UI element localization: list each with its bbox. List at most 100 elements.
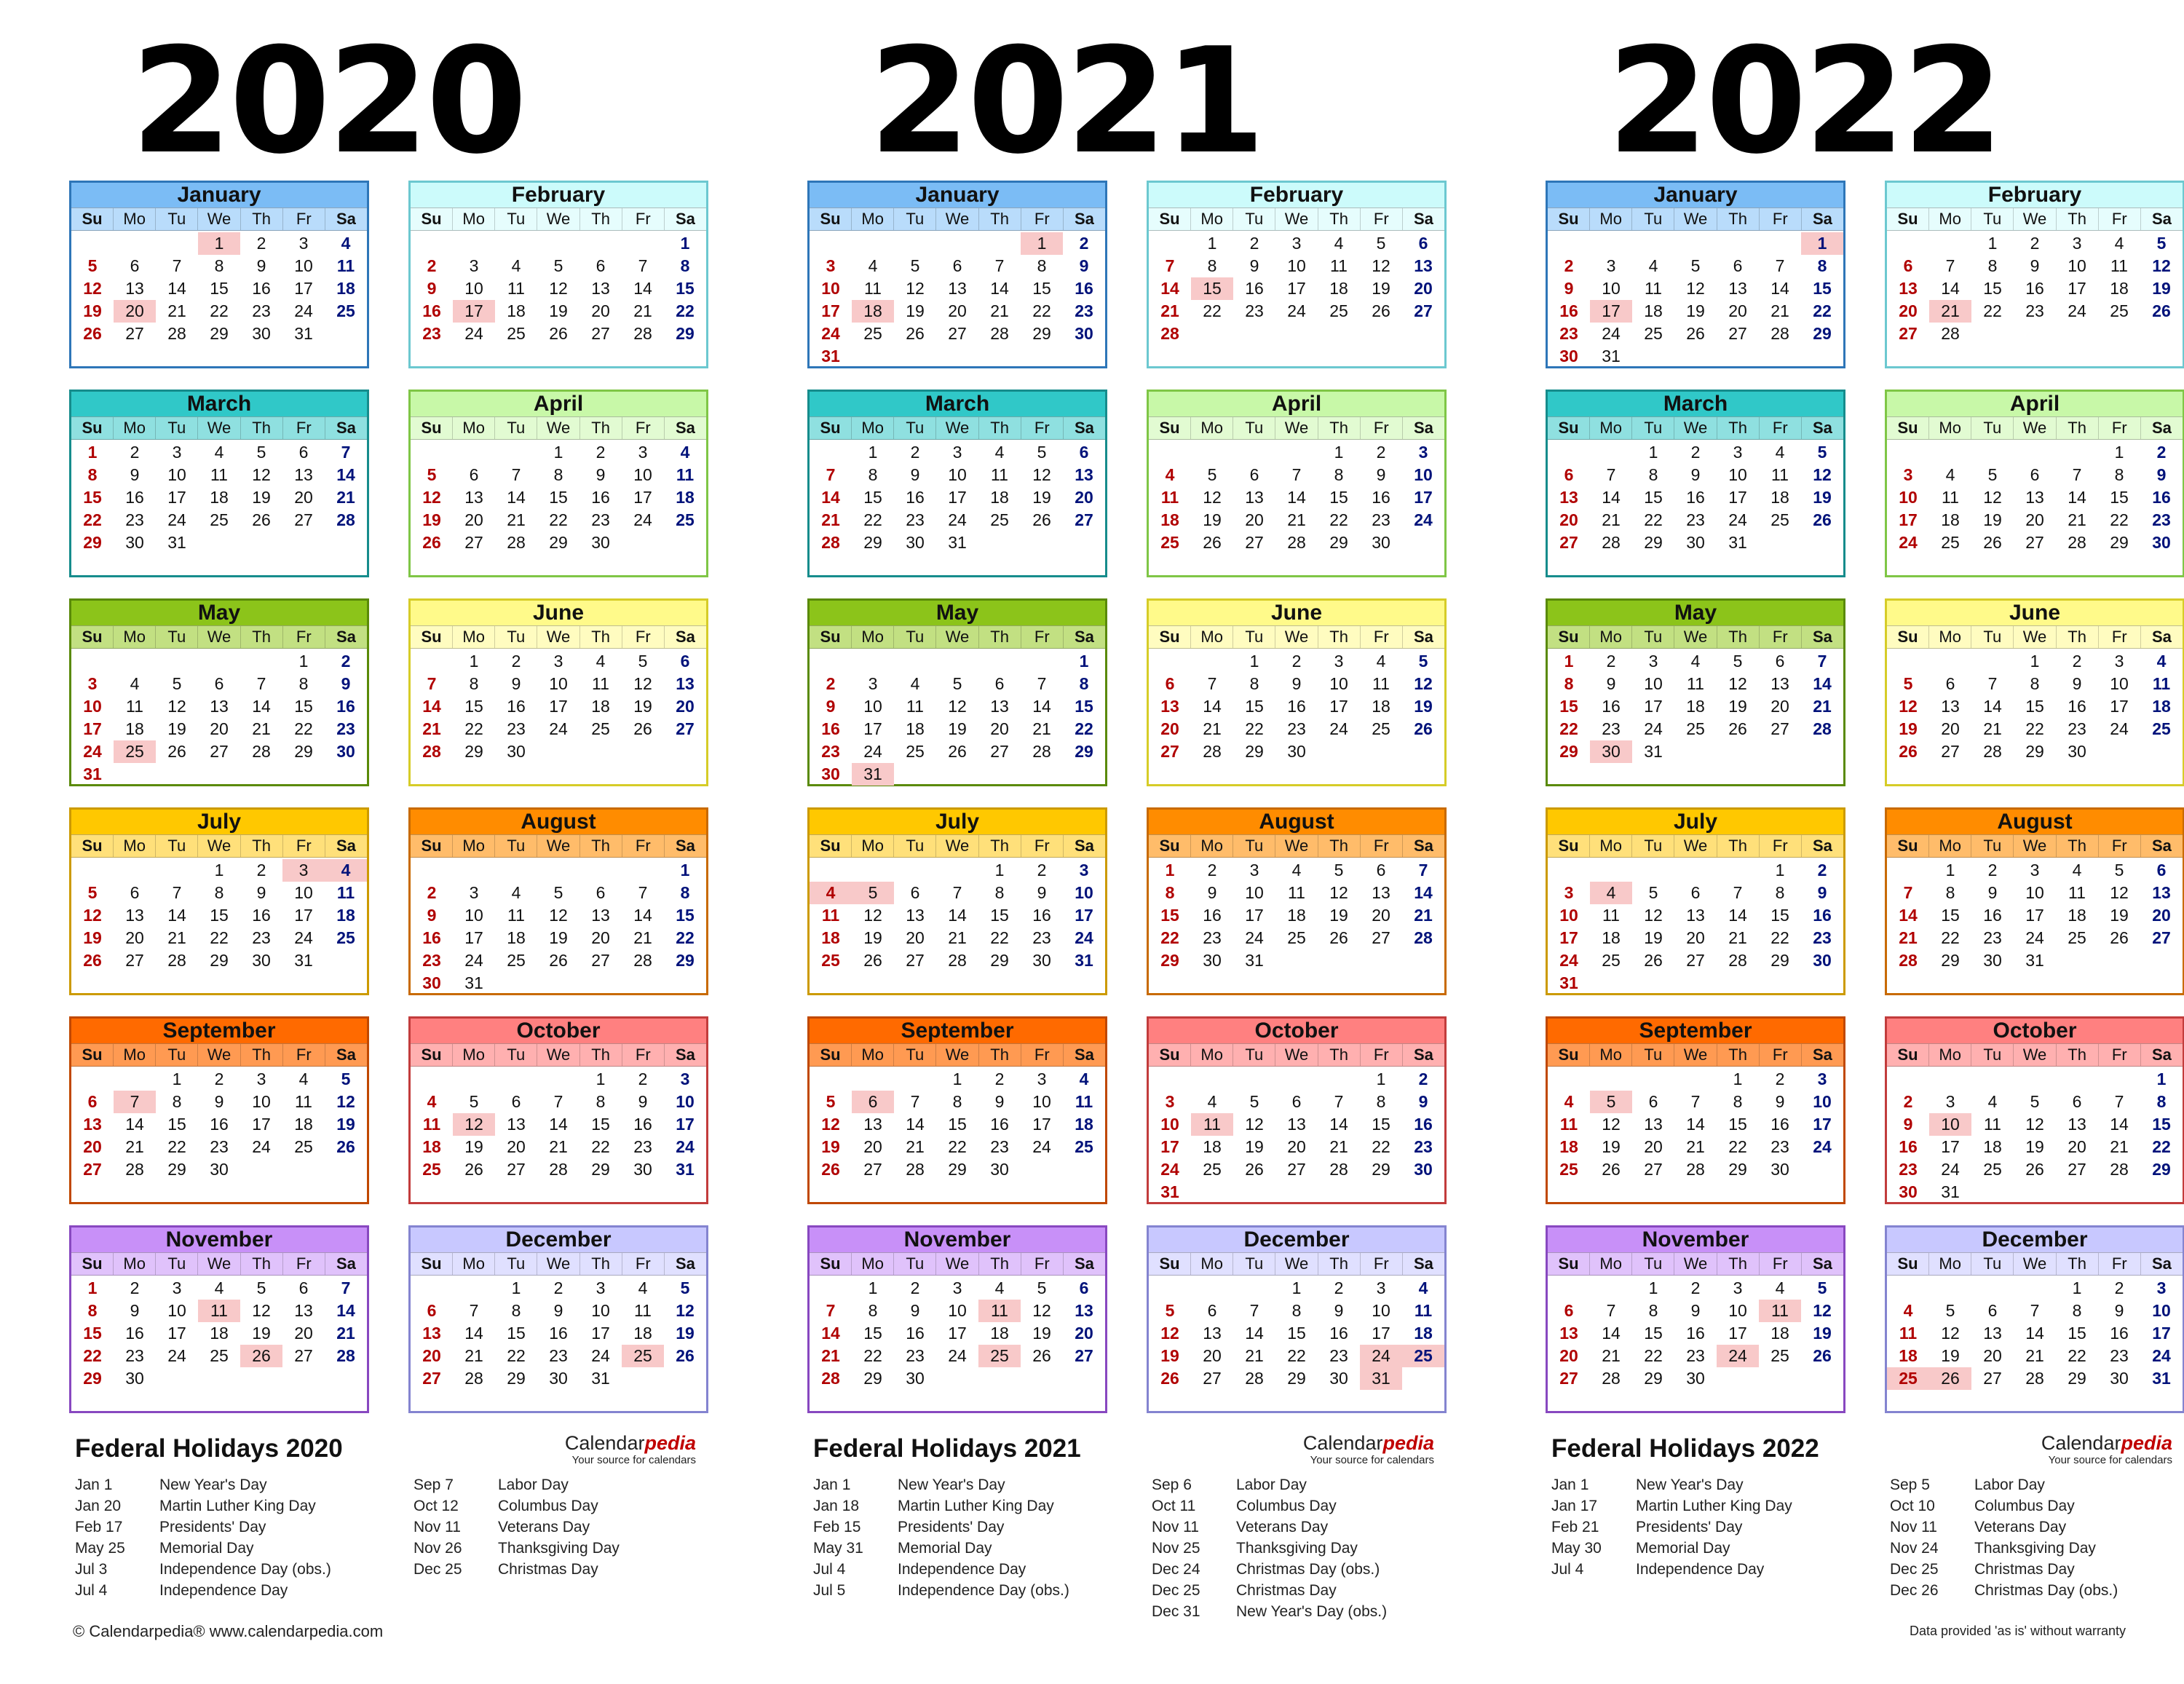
- day-cell: 18: [821, 928, 840, 947]
- weekday-label: Su: [1887, 1044, 1930, 1066]
- day-cell: 24: [591, 1346, 610, 1365]
- week-row: 10 11 12 13 14 15 16: [71, 695, 367, 718]
- holiday-name: Christmas Day: [498, 1561, 598, 1578]
- day-cell: 12: [1813, 465, 1832, 484]
- day-cell: 18: [2152, 697, 2171, 716]
- day-cell: 9: [1037, 883, 1047, 902]
- month-july: July Su Mo Tu We Th Fr Sa 1 2 3 4 5 6 7 8 9 10 11 12 13 14 15 1…: [1546, 807, 1845, 995]
- day-cell: 11: [198, 1300, 240, 1322]
- weekday-label: Sa: [675, 837, 695, 855]
- day-cell: 3: [2114, 652, 2124, 671]
- weekday-label: Fr: [1361, 417, 1403, 439]
- month-name: September: [810, 1019, 1105, 1043]
- holiday-date: Jul 3: [75, 1561, 108, 1578]
- day-cell: 7: [2114, 1092, 2124, 1111]
- day-cell: 21: [167, 928, 186, 947]
- day-cell: 14: [336, 1301, 355, 1320]
- day-cell: 9: [1775, 1092, 1785, 1111]
- weekday-label: Sa: [675, 210, 695, 228]
- day-cell: 21: [1414, 906, 1433, 925]
- day-cell: 16: [1372, 488, 1390, 507]
- day-cell: 12: [1602, 1115, 1621, 1134]
- weekday-label: Su: [1149, 1253, 1192, 1275]
- brand-logo: Calendarpedia Your source for calendars: [536, 1432, 696, 1467]
- day-cell: 31: [1602, 347, 1621, 365]
- empty-cell: [894, 1068, 936, 1091]
- day-cell: 20: [1644, 1137, 1663, 1156]
- day-cell: 20: [1983, 1346, 2002, 1365]
- day-cell: 7: [172, 883, 182, 902]
- day-cell: 6: [1207, 1301, 1217, 1320]
- week-row: 27 28 29 30 31: [1548, 531, 1843, 554]
- month-december: December Su Mo Tu We Th Fr Sa 1 2 3 4 5 6 7 8 9 10 11 12 13 1…: [1147, 1225, 1447, 1413]
- empty-cell: [936, 763, 978, 786]
- day-cell: 30: [2152, 533, 2171, 552]
- empty-cell: [1275, 323, 1318, 345]
- holiday-list: Jan 1 New Year's Day Jan 17 Martin Luther K…: [1551, 1474, 1792, 1580]
- day-cell: 26: [83, 324, 102, 343]
- day-cell: 1: [1021, 232, 1063, 255]
- empty-cell: [894, 650, 936, 673]
- day-cell: 22: [948, 1137, 967, 1156]
- day-cell: 7: [114, 1091, 156, 1113]
- day-cell: 28: [1414, 928, 1433, 947]
- day-cell: 31: [1245, 951, 1264, 970]
- day-cell: 4: [1775, 443, 1785, 462]
- day-cell: 13: [990, 697, 1009, 716]
- day-cell: 6: [1690, 883, 1701, 902]
- empty-cell: [240, 650, 282, 673]
- empty-cell: [198, 650, 240, 673]
- holiday-row: Jan 17 Martin Luther King Day: [1551, 1495, 1792, 1517]
- day-cell: 4: [1945, 465, 1955, 484]
- day-cell: 3: [1376, 1278, 1386, 1297]
- day-cell: 7: [1418, 861, 1428, 879]
- empty-cell: [936, 1367, 978, 1390]
- day-cell: 29: [464, 742, 483, 761]
- weekday-label: Fr: [622, 1044, 665, 1066]
- day-cell: 17: [2025, 906, 2044, 925]
- day-cell: 19: [676, 1324, 695, 1343]
- day-cell: 22: [83, 510, 102, 529]
- day-cell: 30: [125, 1369, 144, 1388]
- day-cell: 11: [1771, 465, 1789, 484]
- holiday-row: Nov 24 Thanksgiving Day: [1890, 1538, 2118, 1559]
- day-cell: 26: [464, 1160, 483, 1179]
- day-cell: 18: [1203, 1137, 1222, 1156]
- day-cell: 18: [1983, 1137, 2002, 1156]
- day-cell: 28: [1602, 1369, 1621, 1388]
- day-cell: 2: [130, 443, 140, 462]
- day-cell: 6: [511, 1092, 521, 1111]
- day-grid: 1 2 3 4 5 6 7 8 9 10 11 12 13 14 15 16 17 18 19 20 21 22 23 24 2…: [1548, 232, 1843, 368]
- day-cell: 12: [1414, 674, 1433, 693]
- week-row: 10 11 12 13 14 15 16: [1548, 904, 1843, 927]
- day-cell: 25: [1287, 928, 1306, 947]
- week-row: 14 15 16 17 18 19 20: [810, 486, 1105, 509]
- weekday-label: Tu: [495, 1253, 538, 1275]
- day-cell: 27: [1644, 1160, 1663, 1179]
- empty-cell: [1929, 1277, 1971, 1300]
- day-cell: 27: [1728, 324, 1747, 343]
- empty-cell: [411, 232, 453, 255]
- weekday-label: Th: [979, 835, 1021, 857]
- day-cell: 24: [252, 1137, 271, 1156]
- holiday-name: Presidents' Day: [159, 1519, 266, 1535]
- day-cell: 10: [821, 279, 840, 298]
- day-cell: 11: [1645, 279, 1662, 298]
- day-cell: 16: [1075, 279, 1093, 298]
- weekday-label: Th: [1318, 417, 1361, 439]
- day-cell: 18: [336, 906, 355, 925]
- empty-cell: [325, 763, 367, 786]
- day-cell: 3: [596, 1278, 606, 1297]
- day-cell: 5: [638, 652, 648, 671]
- day-cell: 10: [1245, 883, 1264, 902]
- day-cell: 17: [294, 906, 313, 925]
- day-cell: 16: [1686, 1324, 1705, 1343]
- day-cell: 31: [294, 951, 313, 970]
- month-february: February Su Mo Tu We Th Fr Sa 1 2 3 4 5 6 7 8 9 10 11 12 13 1…: [1147, 181, 1447, 368]
- holiday-date: Jan 17: [1551, 1498, 1598, 1514]
- day-cell: 14: [1813, 674, 1832, 693]
- month-name: September: [1548, 1019, 1843, 1043]
- week-row: 6 7 8 9 10 11 12: [411, 1300, 706, 1322]
- day-cell: 29: [1075, 742, 1093, 761]
- day-cell: 25: [1941, 533, 1960, 552]
